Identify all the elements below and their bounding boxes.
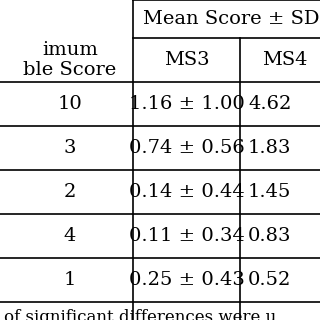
Text: 4.62: 4.62 [248,95,292,113]
Text: 10: 10 [58,95,82,113]
Text: 0.52: 0.52 [248,271,292,289]
Text: MS4: MS4 [262,51,308,69]
Text: Mean Score ± SD: Mean Score ± SD [143,10,320,28]
Text: 0.83: 0.83 [248,227,292,245]
Text: 0.25 ± 0.43: 0.25 ± 0.43 [129,271,244,289]
Text: 0.74 ± 0.56: 0.74 ± 0.56 [129,139,244,157]
Text: 3: 3 [64,139,76,157]
Text: 0.11 ± 0.34: 0.11 ± 0.34 [129,227,244,245]
Text: 2: 2 [64,183,76,201]
Text: 1.16 ± 1.00: 1.16 ± 1.00 [129,95,244,113]
Text: 4: 4 [64,227,76,245]
Text: imum: imum [42,41,98,59]
Text: 0.14 ± 0.44: 0.14 ± 0.44 [129,183,244,201]
Text: 1.83: 1.83 [248,139,292,157]
Text: of significant differences were u: of significant differences were u [4,308,276,320]
Text: ble Score: ble Score [23,61,116,79]
Text: 1: 1 [64,271,76,289]
Text: MS3: MS3 [164,51,209,69]
Text: 1.45: 1.45 [248,183,292,201]
